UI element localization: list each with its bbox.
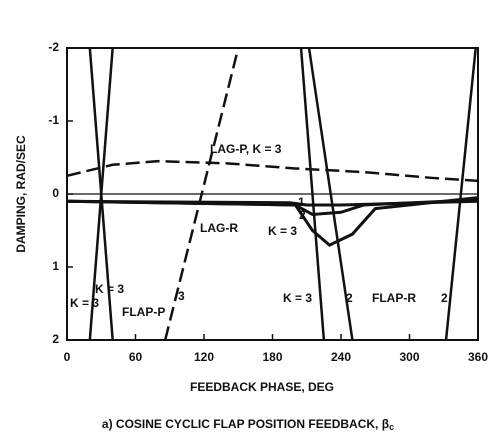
x-tick-label: 180 [262,350,282,364]
x-axis-label: FEEDBACK PHASE, DEG [190,380,334,394]
annotation: FLAP-P [122,305,165,319]
y-tick-label: 2 [52,332,59,346]
curve [307,48,354,340]
annotation: K = 3 [95,282,124,296]
x-tick-label: 60 [129,350,143,364]
y-tick-label: 1 [52,259,59,273]
y-tick-label: -2 [48,40,59,54]
caption-text: a) COSINE CYCLIC FLAP POSITION FEEDBACK,… [102,417,389,431]
annotation: 2 [346,291,353,305]
x-tick-label: 240 [331,350,351,364]
caption-subscript: c [389,422,394,432]
annotation: K = 3 [70,296,99,310]
annotation: K = 3 [268,224,297,238]
annotation: 2 [441,291,448,305]
curve [67,196,478,247]
annotation: LAG-P, K = 3 [210,142,282,156]
curve [444,48,477,340]
curve [163,48,240,340]
annotation: 3 [178,289,185,303]
caption: a) COSINE CYCLIC FLAP POSITION FEEDBACK,… [102,417,394,432]
x-tick-label: 300 [399,350,419,364]
annotation: K = 3 [283,291,312,305]
x-tick-label: 360 [468,350,488,364]
x-tick-label: 0 [64,350,71,364]
x-tick-label: 120 [194,350,214,364]
annotation: 2 [299,208,306,222]
y-tick-label: 0 [52,186,59,200]
y-tick-label: -1 [48,113,59,127]
annotation: 1 [298,195,305,209]
annotation: LAG-R [200,221,238,235]
curve [299,48,326,340]
curve [67,159,478,183]
curve [88,48,114,340]
annotation: FLAP-R [372,291,416,305]
y-axis-label: DAMPING, RAD/SEC [14,135,28,253]
